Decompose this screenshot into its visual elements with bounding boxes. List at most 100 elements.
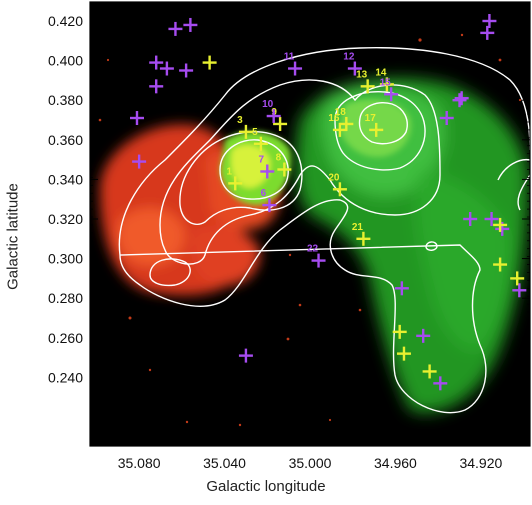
violet-marker-9 — [394, 281, 409, 296]
source-label-12: 12 — [343, 52, 355, 63]
source-label-22: 22 — [307, 244, 319, 255]
violet-marker-11 — [433, 376, 448, 391]
contour-loop-bottom — [149, 258, 191, 287]
violet-marker-6 — [179, 63, 194, 78]
x-tick-label-0: 35.080 — [118, 455, 161, 471]
x-axis-tick-labels: 35.080 35.040 35.000 34.960 34.920 — [118, 455, 503, 471]
source-marker-11 — [288, 61, 303, 76]
source-label-14: 14 — [375, 67, 387, 78]
y-tick-label-3: 0.360 — [48, 132, 83, 148]
x-axis-title: Galactic longitude — [206, 478, 326, 495]
y-tick-label-9: 0.240 — [48, 369, 83, 385]
source-label-6: 6 — [261, 188, 267, 199]
source-label-3: 3 — [237, 115, 243, 126]
x-tick-label-3: 34.960 — [374, 455, 417, 471]
source-marker-6 — [262, 198, 277, 213]
source-marker-14 — [379, 77, 394, 92]
y-axis-ticks — [90, 10, 530, 408]
source-marker-20 — [332, 182, 347, 197]
violet-marker-17 — [484, 212, 499, 226]
contour-edge-right — [497, 158, 530, 181]
source-marker-21 — [356, 231, 371, 246]
y-tick-label-7: 0.280 — [48, 290, 83, 306]
violet-marker-16 — [439, 111, 454, 126]
contour-inner-right — [334, 91, 426, 171]
source-label-20: 20 — [328, 172, 340, 183]
violet-marker-12 — [482, 14, 497, 28]
source-label-5: 5 — [252, 127, 258, 138]
contour-inner-left — [179, 131, 303, 225]
contour-core-left — [219, 139, 289, 200]
source-marker-15 — [384, 87, 399, 102]
source-marker-22 — [311, 253, 326, 268]
violet-marker-7 — [132, 154, 147, 169]
violet-marker-14 — [452, 93, 467, 108]
violet-marker-13 — [480, 25, 495, 40]
x-tick-label-4: 34.920 — [459, 455, 502, 471]
emission-layers: 1357891061112131415161817202122 — [98, 14, 530, 427]
yellow-marker-6 — [493, 217, 508, 232]
violet-marker-1 — [183, 17, 198, 32]
source-label-8: 8 — [276, 153, 282, 164]
source-label-11: 11 — [284, 52, 295, 63]
violet-marker-3 — [149, 55, 164, 70]
y-tick-label-2: 0.380 — [48, 92, 83, 108]
violet-marker-2 — [129, 111, 144, 126]
source-label-21: 21 — [352, 222, 364, 233]
y-tick-label-1: 0.400 — [48, 53, 83, 69]
y-tick-label-8: 0.260 — [48, 330, 83, 346]
source-label-7: 7 — [259, 154, 265, 165]
source-marker-18 — [339, 116, 354, 131]
yellow-marker-0 — [202, 55, 217, 70]
violet-marker-19 — [512, 283, 527, 298]
x-axis-ticks — [96, 2, 524, 446]
x-tick-label-1: 35.040 — [203, 455, 246, 471]
source-marker-5 — [253, 136, 268, 151]
source-label-16: 16 — [328, 113, 340, 124]
contour-outer — [118, 47, 530, 414]
source-marker-13 — [360, 79, 375, 94]
source-label-13: 13 — [356, 69, 368, 80]
source-markers: 1357891061112131415161817202122 — [129, 14, 527, 391]
y-axis-title: Galactic latitude — [4, 183, 22, 290]
y-tick-label-0: 0.420 — [48, 13, 83, 29]
violet-marker-15 — [454, 91, 469, 106]
source-marker-17 — [369, 122, 384, 137]
violet-marker-18 — [463, 212, 478, 226]
bright-core-left — [220, 131, 291, 206]
source-marker-16 — [332, 122, 347, 137]
violet-marker-5 — [159, 61, 174, 76]
source-label-18: 18 — [335, 107, 347, 118]
source-marker-7 — [260, 164, 275, 179]
yellow-marker-2 — [396, 346, 411, 361]
yellow-marker-3 — [422, 364, 437, 379]
yellow-marker-5 — [493, 257, 508, 272]
source-label-1: 1 — [226, 166, 232, 177]
source-marker-10 — [266, 109, 281, 124]
y-axis-tick-labels: 0.420 0.400 0.380 0.360 0.340 0.320 0.300 0.280… — [48, 13, 83, 385]
source-marker-9 — [273, 116, 288, 131]
source-label-17: 17 — [365, 113, 377, 124]
y-tick-label-6: 0.300 — [48, 251, 83, 267]
source-marker-12 — [347, 61, 362, 76]
yellow-marker-4 — [510, 271, 525, 286]
contour-small-right — [425, 241, 438, 251]
x-tick-label-2: 35.000 — [289, 455, 332, 471]
y-tick-label-4: 0.340 — [48, 171, 83, 187]
y-tick-label-5: 0.320 — [48, 211, 83, 227]
contour-core-right — [358, 102, 408, 145]
source-label-15: 15 — [380, 77, 392, 88]
contour-mid — [159, 79, 441, 265]
speckle-noise — [98, 33, 522, 427]
source-label-10: 10 — [262, 99, 274, 110]
source-marker-8 — [277, 162, 292, 177]
violet-marker-8 — [238, 348, 253, 363]
contours — [118, 47, 530, 414]
violet-marker-4 — [149, 79, 164, 94]
yellow-marker-1 — [392, 324, 407, 339]
source-marker-3 — [238, 124, 253, 139]
violet-marker-10 — [416, 328, 431, 343]
source-marker-1 — [228, 176, 243, 191]
violet-marker-0 — [168, 21, 183, 36]
